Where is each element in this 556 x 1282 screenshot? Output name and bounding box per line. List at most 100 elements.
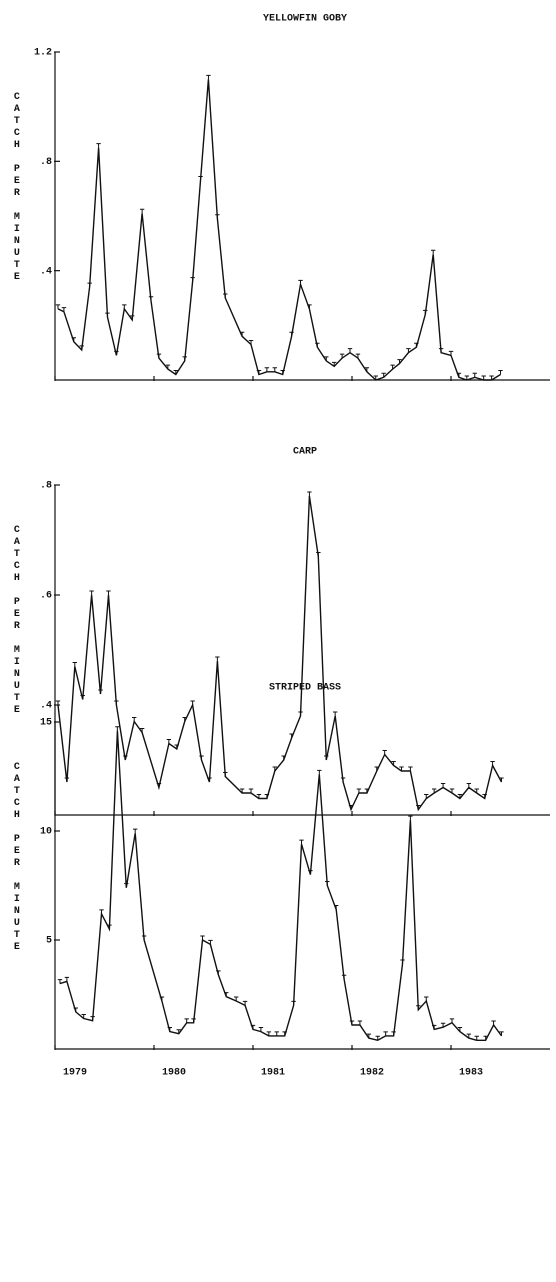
data-point	[281, 755, 286, 760]
data-line	[57, 79, 501, 381]
y-tick-label: .8	[40, 481, 52, 492]
data-point	[141, 935, 147, 940]
y-tick-label: 1.2	[34, 48, 52, 59]
data-point	[339, 353, 345, 359]
data-point	[356, 788, 362, 793]
data-point	[224, 992, 229, 997]
chart-title: CARP	[293, 447, 317, 458]
data-point	[182, 717, 187, 722]
data-point	[79, 345, 84, 350]
data-point	[174, 744, 179, 749]
data-point	[449, 788, 455, 793]
data-point	[391, 761, 396, 766]
y-tick-label: 10	[40, 827, 52, 838]
data-point	[166, 739, 172, 744]
data-point	[457, 794, 463, 799]
y-axis-label: CATCH PER MINUTE	[11, 762, 22, 954]
data-point	[115, 726, 120, 731]
data-point	[130, 315, 135, 320]
data-point	[266, 1031, 272, 1036]
data-point	[331, 361, 337, 367]
data-point	[184, 1018, 189, 1023]
data-point	[124, 883, 129, 888]
data-point	[289, 733, 294, 738]
data-point	[491, 1020, 496, 1026]
data-point	[374, 766, 379, 771]
data-point	[256, 794, 262, 799]
data-point	[64, 777, 70, 782]
data-point	[373, 375, 378, 380]
x-tick-label: 1981	[261, 1068, 285, 1079]
data-point	[349, 1020, 355, 1026]
data-point	[274, 1031, 279, 1036]
data-point	[307, 304, 312, 309]
data-point	[474, 788, 479, 793]
data-point	[106, 590, 111, 595]
y-tick-label: 15	[40, 718, 52, 729]
chart-title: YELLOWFIN GOBY	[263, 14, 347, 25]
data-point	[406, 348, 411, 353]
data-point	[215, 214, 220, 219]
data-point	[324, 356, 329, 361]
data-point	[264, 794, 270, 799]
data-point	[341, 974, 347, 980]
data-point	[139, 728, 145, 733]
data-point	[182, 356, 187, 361]
data-point	[191, 1018, 196, 1023]
data-point	[280, 370, 285, 375]
data-point	[242, 1000, 248, 1006]
data-point	[81, 1013, 86, 1019]
data-point	[382, 750, 387, 755]
data-point	[489, 375, 494, 380]
data-point	[176, 1029, 181, 1034]
data-point	[325, 881, 330, 886]
data-point	[258, 1027, 264, 1032]
data-point	[61, 307, 67, 312]
x-tick-label: 1980	[162, 1068, 186, 1079]
x-tick-label: 1982	[360, 1068, 384, 1079]
y-axis-label: CATCH PER MINUTE	[11, 525, 22, 717]
data-point	[298, 279, 303, 285]
data-point	[448, 350, 454, 356]
data-line	[57, 495, 503, 812]
data-point	[248, 788, 254, 793]
data-point	[148, 296, 154, 301]
data-point	[340, 777, 346, 782]
data-point	[80, 695, 85, 700]
y-tick-label: .4	[40, 266, 52, 277]
data-point	[481, 375, 486, 380]
data-point	[483, 1035, 488, 1041]
data-point	[333, 904, 339, 910]
data-point	[98, 689, 103, 694]
data-point	[114, 350, 119, 356]
data-point	[316, 552, 321, 557]
data-point	[190, 700, 195, 705]
y-axis-label: CATCH PER MINUTE	[11, 92, 22, 284]
data-point	[490, 761, 495, 766]
x-tick-label: 1979	[63, 1068, 87, 1079]
data-point	[165, 364, 171, 370]
data-point	[347, 348, 353, 353]
data-point	[414, 342, 419, 348]
data-point	[223, 772, 228, 777]
data-point	[430, 249, 436, 255]
data-point	[89, 590, 94, 595]
data-point	[472, 372, 477, 378]
chart-title: STRIPED BASS	[269, 683, 341, 694]
data-point	[167, 1027, 173, 1032]
data-point	[190, 277, 195, 282]
data-point	[64, 976, 70, 982]
data-point	[198, 175, 203, 181]
data-point	[332, 711, 338, 716]
data-point	[55, 700, 61, 705]
data-point	[282, 1031, 287, 1036]
data-point	[399, 766, 404, 771]
data-point	[71, 337, 77, 342]
data-point	[90, 1016, 95, 1021]
data-point	[307, 491, 312, 496]
x-tick-label: 1983	[459, 1068, 483, 1079]
data-point	[498, 370, 503, 375]
data-point	[366, 1033, 372, 1039]
data-point	[206, 74, 211, 80]
